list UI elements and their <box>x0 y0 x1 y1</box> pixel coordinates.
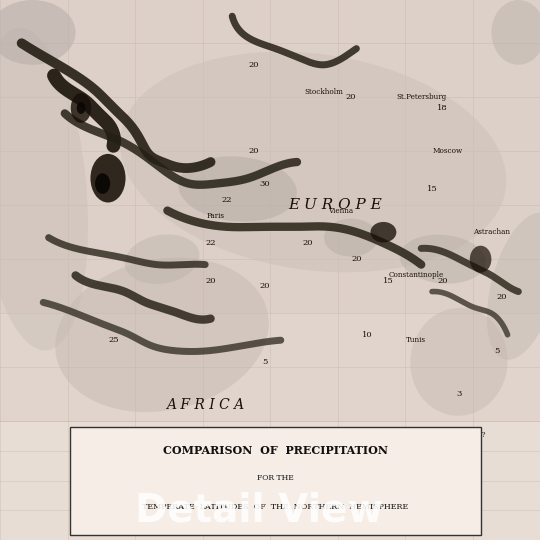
Ellipse shape <box>491 0 540 65</box>
Ellipse shape <box>120 52 507 272</box>
Ellipse shape <box>71 93 91 123</box>
Text: FOR THE: FOR THE <box>257 475 294 482</box>
Ellipse shape <box>0 28 88 350</box>
Text: 5: 5 <box>262 358 267 366</box>
Text: 20: 20 <box>302 239 313 247</box>
Text: Tunis: Tunis <box>406 336 426 344</box>
Ellipse shape <box>370 222 396 242</box>
Bar <box>0 0 540 421</box>
Ellipse shape <box>324 219 378 256</box>
Ellipse shape <box>400 235 486 284</box>
Ellipse shape <box>178 156 297 222</box>
Text: E U R O P E: E U R O P E <box>288 198 382 212</box>
Text: 20: 20 <box>259 282 270 290</box>
Text: 18: 18 <box>437 104 448 112</box>
Text: TEMPERATE  LATITUDES  OF  THE  NORTHERN  HEMISPHERE: TEMPERATE LATITUDES OF THE NORTHERN HEMI… <box>142 503 409 510</box>
Text: 5: 5 <box>494 347 500 355</box>
Text: Moscow: Moscow <box>433 147 463 155</box>
Text: Paris: Paris <box>207 212 225 220</box>
Text: 20: 20 <box>497 293 508 301</box>
Text: 3: 3 <box>456 390 462 398</box>
Text: COMPARISON  OF  PRECIPITATION: COMPARISON OF PRECIPITATION <box>163 445 388 456</box>
Text: 20: 20 <box>248 61 259 69</box>
Ellipse shape <box>0 0 76 65</box>
Text: 22: 22 <box>221 196 232 204</box>
Text: Vienna: Vienna <box>328 207 353 214</box>
Text: St.Petersburg: St.Petersburg <box>396 93 447 101</box>
Text: A F R I C A: A F R I C A <box>166 398 244 412</box>
Text: Rainless?: Rainless? <box>453 431 487 438</box>
Text: 10: 10 <box>362 331 373 339</box>
Ellipse shape <box>77 102 85 114</box>
Text: Rainless: Rainless <box>126 431 155 438</box>
Ellipse shape <box>470 246 491 273</box>
Text: 20: 20 <box>351 255 362 263</box>
Text: 25: 25 <box>108 336 119 344</box>
Text: Astrachan: Astrachan <box>473 228 510 236</box>
Text: 22: 22 <box>205 239 216 247</box>
Text: 15: 15 <box>383 277 394 285</box>
Text: 15: 15 <box>427 185 437 193</box>
Text: Rainless: Rainless <box>326 431 355 438</box>
Text: 20: 20 <box>248 147 259 155</box>
Text: Detail View: Detail View <box>135 491 383 529</box>
Ellipse shape <box>410 308 508 416</box>
Text: Constantinople: Constantinople <box>388 272 443 279</box>
Text: 20: 20 <box>205 277 216 285</box>
Bar <box>0 313 540 421</box>
Text: 20: 20 <box>437 277 448 285</box>
Ellipse shape <box>55 258 269 412</box>
Text: Stockholm: Stockholm <box>305 88 343 96</box>
FancyBboxPatch shape <box>70 427 481 535</box>
Ellipse shape <box>90 154 125 202</box>
Ellipse shape <box>487 213 540 360</box>
Text: 20: 20 <box>346 93 356 101</box>
Ellipse shape <box>95 173 110 194</box>
Text: 30: 30 <box>259 180 270 187</box>
Ellipse shape <box>125 234 199 284</box>
